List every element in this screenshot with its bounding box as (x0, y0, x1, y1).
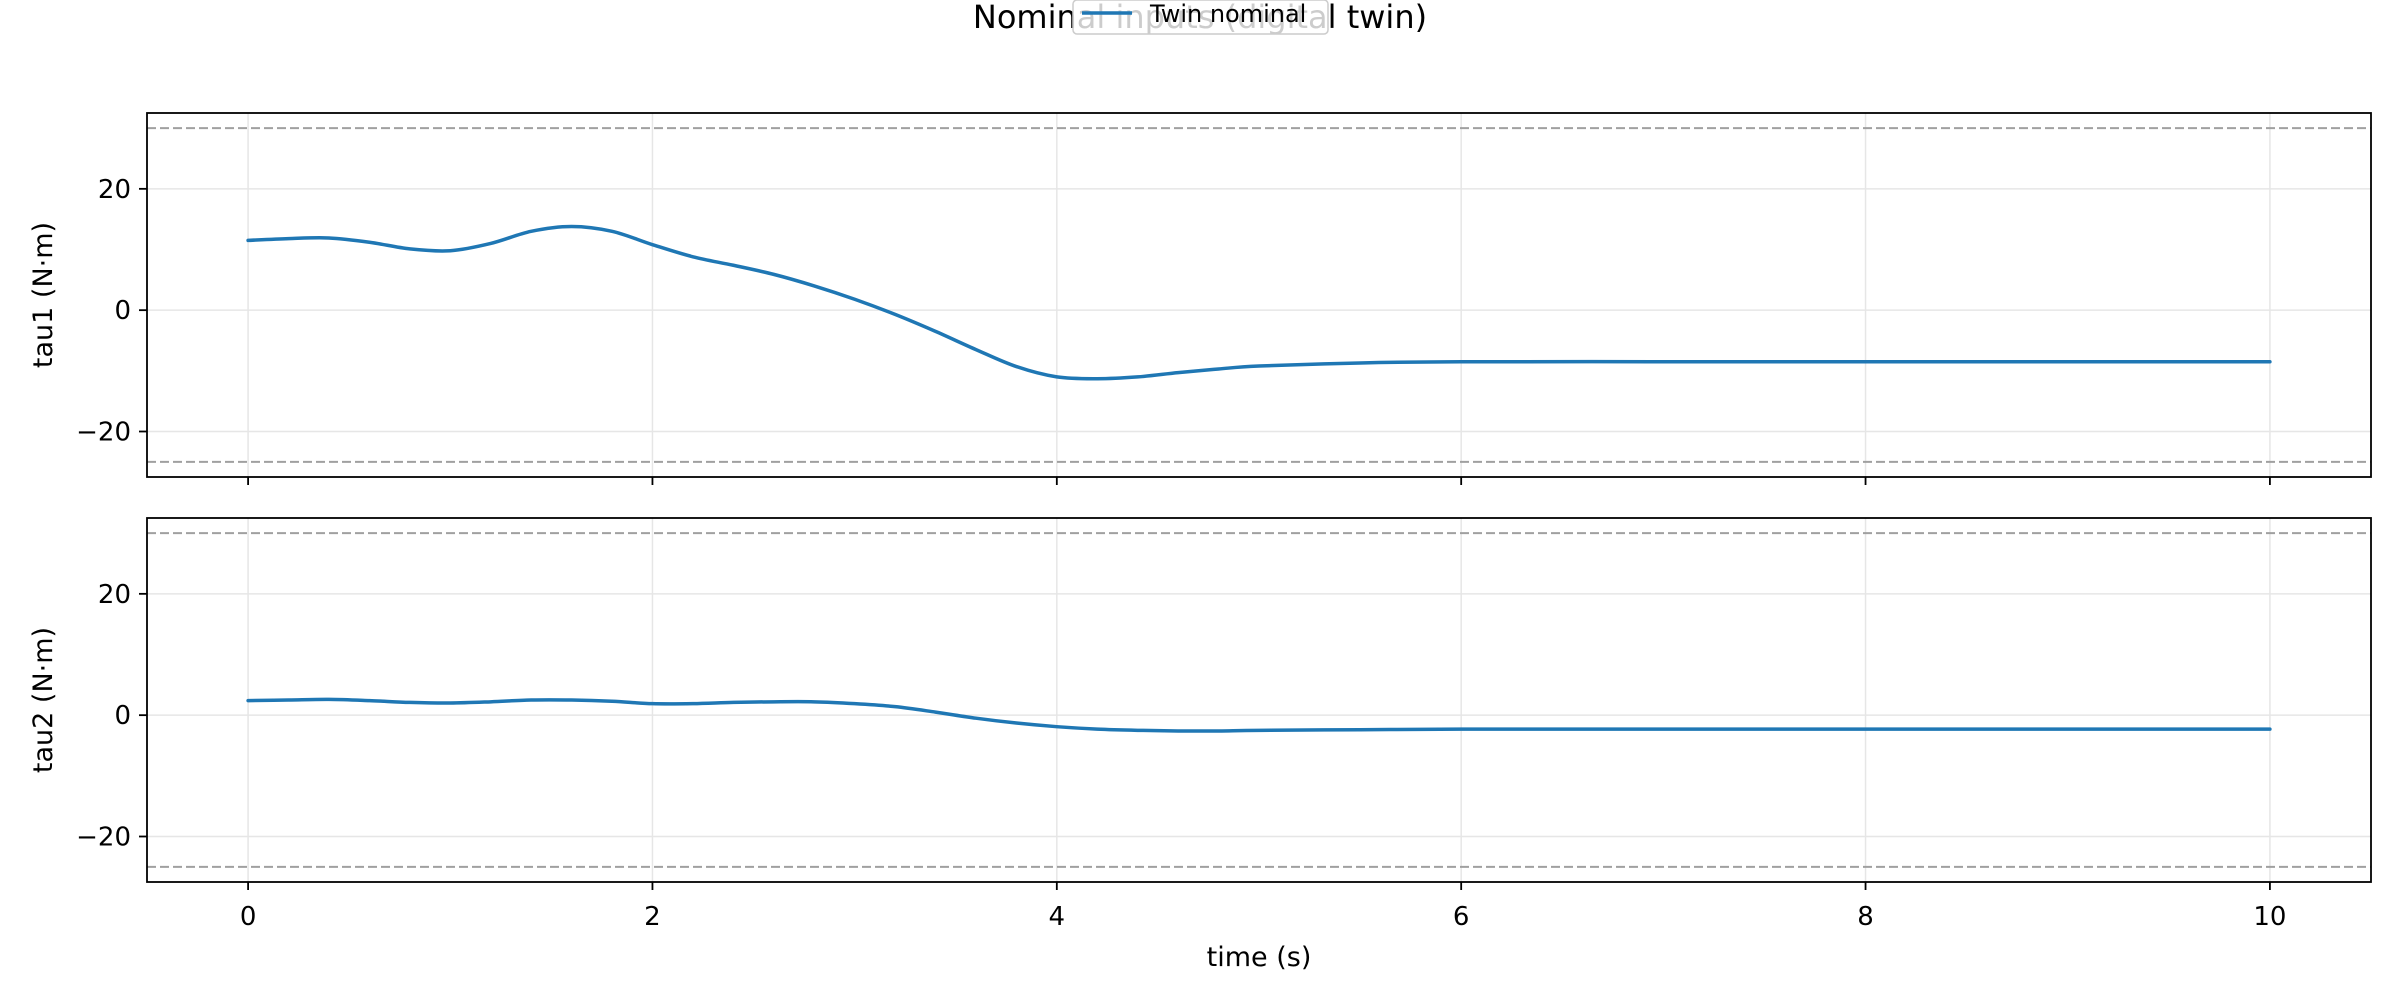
y-tick-label: −20 (76, 418, 131, 448)
y-axis-label: tau2 (N·m) (28, 627, 59, 773)
series-line-panel-2 (246, 697, 2272, 733)
series-line-panel-1 (246, 224, 2272, 381)
plot-frame (146, 112, 2372, 478)
legend: Twin nominal (1072, 0, 1329, 35)
x-tick-label: 6 (1453, 902, 1470, 932)
panel-2: −20 0 20 0 2 4 6 8 10 tau2 (N·m) time (s) (28, 517, 2372, 973)
y-axis-label: tau1 (N·m) (28, 222, 59, 368)
x-tick-label: 8 (1857, 902, 1874, 932)
y-tick-label: 20 (98, 175, 131, 205)
panel-1: −20 0 20 tau1 (N·m) (28, 112, 2372, 485)
y-tick-label: 0 (114, 701, 131, 731)
x-tick-label: 2 (644, 902, 661, 932)
x-tick-label: 4 (1049, 902, 1066, 932)
y-tick-label: −20 (76, 823, 131, 853)
y-tick-label: 0 (114, 296, 131, 326)
x-tick-label: 0 (240, 902, 257, 932)
plot-frame (146, 517, 2372, 883)
panels: −20 0 20 tau1 (N·m) −20 0 20 0 2 4 6 8 10 tau2 (N·m) t… (28, 112, 2372, 973)
legend-label-twin-nominal: Twin nominal (1149, 0, 1306, 28)
legend-frame (1072, 0, 1329, 35)
y-tick-label: 20 (98, 580, 131, 610)
x-tick-label: 10 (2253, 902, 2286, 932)
x-axis-label: time (s) (1207, 942, 1312, 973)
